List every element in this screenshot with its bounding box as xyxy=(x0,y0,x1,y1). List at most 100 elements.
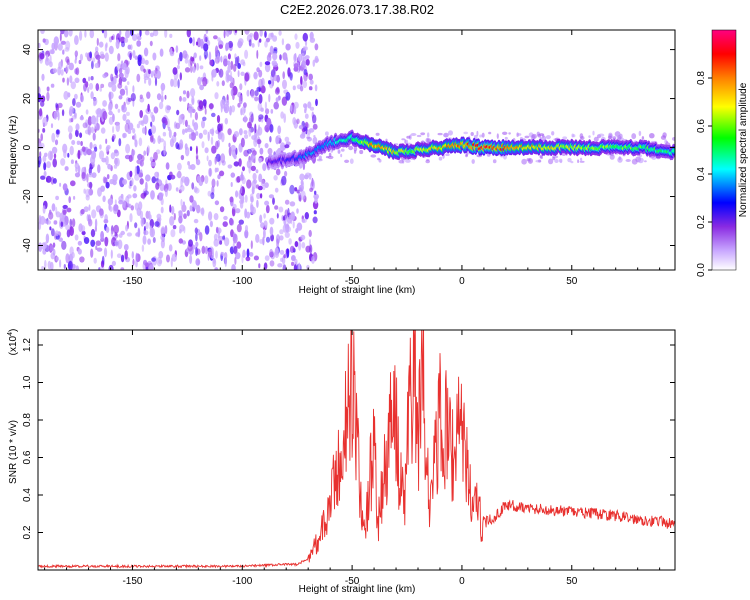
spectrogram-noise-cell xyxy=(90,91,94,100)
spectrogram-noise-cell xyxy=(137,227,141,238)
spectrogram-noise-cell xyxy=(111,260,116,266)
spectrogram-noise-cell xyxy=(242,61,246,67)
spectrogram-noise-cell xyxy=(226,71,230,82)
spectrogram-noise-cell xyxy=(617,157,623,163)
spectrogram-noise-cell xyxy=(195,246,198,256)
spectrogram-noise-cell xyxy=(38,242,43,253)
spectrogram-noise-cell xyxy=(327,155,334,160)
spectrogram-noise-cell xyxy=(307,101,312,109)
spectrogram-noise-cell xyxy=(214,167,218,173)
spectrogram-noise-cell xyxy=(158,101,164,110)
spectrogram-noise-cell xyxy=(133,133,137,142)
spectrogram-noise-cell xyxy=(274,205,279,210)
spectrogram-noise-cell xyxy=(49,244,54,252)
spectrogram-noise-cell xyxy=(62,204,68,209)
spectrogram-noise-cell xyxy=(303,103,308,109)
spectrogram-noise-cell xyxy=(598,133,605,137)
spectrogram-noise-cell xyxy=(290,218,293,225)
spectrogram-noise-cell xyxy=(625,159,631,162)
spectrogram-noise-cell xyxy=(62,77,65,83)
spectrogram-noise-cell xyxy=(86,173,89,183)
spectrogram-noise-cell xyxy=(308,229,312,238)
spectrogram-noise-cell xyxy=(42,205,46,214)
spectrogram-noise-cell xyxy=(77,240,83,246)
spectrogram-noise-cell xyxy=(131,251,134,259)
spectrogram-noise-cell xyxy=(115,39,120,50)
spectrogram-noise-cell xyxy=(172,67,178,75)
spectrogram-noise-cell xyxy=(46,220,52,225)
spectrogram-noise-cell xyxy=(259,193,263,199)
spectrogram-noise-cell xyxy=(70,81,77,90)
spectrogram-noise-cell xyxy=(279,54,282,61)
spectrogram-noise-cell xyxy=(220,252,225,256)
spectrogram-noise-cell xyxy=(269,260,275,267)
spectrogram-noise-cell xyxy=(169,204,172,213)
spectrogram-noise-cell xyxy=(186,210,190,217)
spectrogram-noise-cell xyxy=(69,226,74,237)
spectrogram-noise-cell xyxy=(222,221,228,228)
colorbar-gradient xyxy=(711,29,737,271)
spectrogram-noise-cell xyxy=(38,86,41,95)
spectrogram-noise-cell xyxy=(265,108,270,115)
spectrogram-noise-cell xyxy=(127,97,132,102)
spectrogram-noise-cell xyxy=(353,146,358,152)
spectrogram-noise-cell xyxy=(43,162,47,171)
spectrogram-noise-cell xyxy=(179,72,182,81)
spectrogram-noise-cell xyxy=(77,149,81,160)
spectrogram-noise-cell xyxy=(69,246,74,256)
spectrogram-noise-cell xyxy=(92,132,96,141)
spectrogram-noise-cell xyxy=(144,262,150,268)
spectrogram-noise-cell xyxy=(102,100,107,107)
spectrogram-noise-cell xyxy=(117,82,123,89)
spectrogram-noise-cell xyxy=(74,50,79,57)
spectrogram-noise-cell xyxy=(301,181,305,190)
spectrogram-noise-cell xyxy=(118,95,123,100)
spectrogram-noise-cell xyxy=(45,175,52,183)
spectrogram-noise-cell xyxy=(114,199,117,206)
spectrogram-noise-cell xyxy=(57,43,63,51)
spectrogram-noise-cell xyxy=(118,233,123,238)
spectrogram-noise-cell xyxy=(79,132,83,138)
spectrogram-noise-cell xyxy=(122,113,127,121)
spectrogram-noise-cell xyxy=(183,226,186,234)
spectrogram-noise-cell xyxy=(313,193,320,200)
spectrogram-noise-cell xyxy=(191,98,195,106)
spectrogram-noise-cell xyxy=(92,57,96,63)
spectrogram-noise-cell xyxy=(201,119,205,129)
spectrogram-noise-cell xyxy=(186,30,191,38)
spectrogram-noise-cell xyxy=(147,238,152,245)
x-tick-label: 50 xyxy=(566,576,578,587)
spectrogram-noise-cell xyxy=(617,135,622,140)
spectrogram-noise-cell xyxy=(264,182,269,189)
spectrogram-noise-cell xyxy=(176,65,180,70)
spectrogram-noise-cell xyxy=(315,98,318,107)
spectrogram-noise-cell xyxy=(175,187,179,192)
spectrogram-noise-cell xyxy=(211,178,216,188)
spectrogram-noise-cell xyxy=(270,109,274,114)
spectrogram-noise-cell xyxy=(348,145,354,151)
spectrogram-noise-cell xyxy=(179,139,184,150)
spectrogram-noise-cell xyxy=(211,127,214,137)
spectrogram-noise-cell xyxy=(90,126,95,134)
spectrogram-noise-cell xyxy=(274,247,279,256)
spectrogram-noise-cell xyxy=(91,150,97,160)
spectrogram-noise-cell xyxy=(122,133,126,139)
spectrogram-noise-cell xyxy=(292,117,297,126)
spectrogram-noise-cell xyxy=(479,134,483,138)
spectrogram-noise-cell xyxy=(192,66,196,73)
spectrogram-noise-cell xyxy=(281,38,285,46)
spectrogram-y-axis: -40 -20 0 20 40 xyxy=(22,44,675,253)
spectrogram-noise-cell xyxy=(134,55,138,60)
colorbar-tick-label: 0.8 xyxy=(696,71,707,85)
spectrogram-noise-cell xyxy=(75,123,80,131)
spectrogram-noise-cell xyxy=(272,35,278,42)
spectrogram-noise-cell xyxy=(256,49,259,59)
spectrogram-noise-cell xyxy=(54,139,59,146)
spectrogram-noise-cell xyxy=(119,30,122,36)
spectrogram-noise-cell xyxy=(314,84,318,92)
spectrogram-noise-cell xyxy=(90,115,97,125)
spectrogram-noise-cell xyxy=(554,159,559,163)
spectrogram-noise-cell xyxy=(227,128,232,136)
spectrogram-noise-cell xyxy=(305,172,311,177)
spectrogram-noise-cell xyxy=(108,81,113,88)
